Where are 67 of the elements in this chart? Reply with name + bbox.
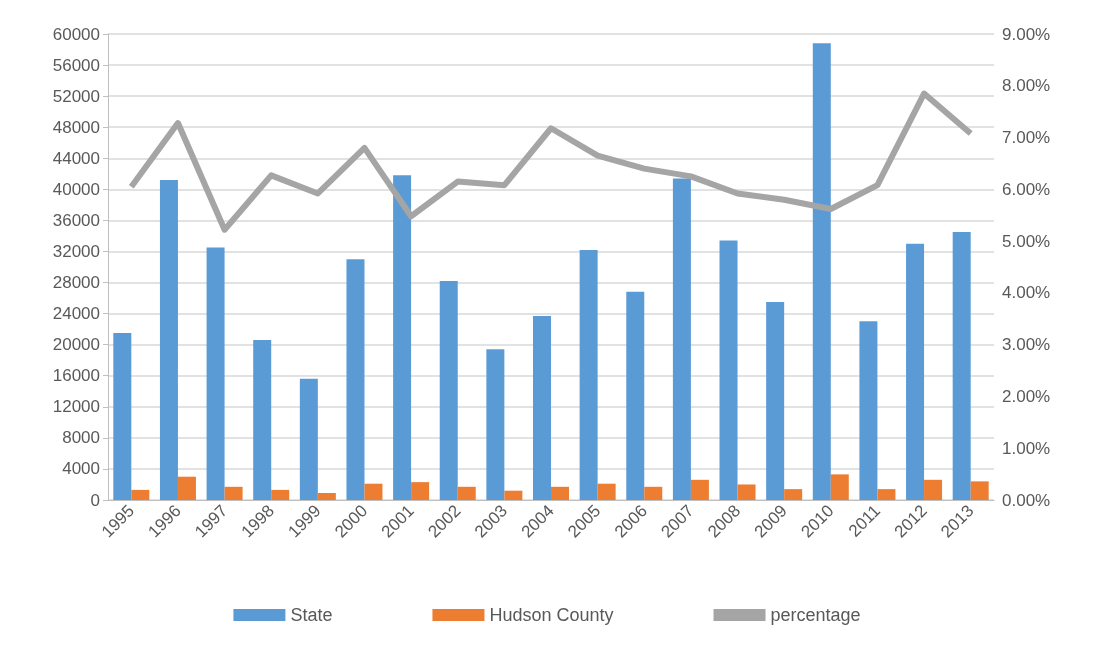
bar (224, 486, 243, 500)
bar (457, 486, 476, 500)
bar (439, 280, 458, 500)
bar (533, 315, 551, 500)
bar (177, 476, 196, 500)
bar (317, 493, 336, 500)
y2-tick-label: 6.00% (1002, 179, 1051, 199)
y-tick-label: 16000 (52, 366, 100, 386)
bar (830, 474, 849, 500)
bar (504, 490, 523, 500)
y-tick-label: 28000 (52, 273, 100, 293)
y-tick-label: 24000 (52, 304, 100, 324)
bar (690, 479, 709, 500)
bar (737, 484, 756, 500)
bar (644, 486, 663, 500)
y-tick-label: 56000 (52, 55, 100, 75)
bar (784, 489, 803, 500)
y2-tick-label: 8.00% (1002, 76, 1051, 96)
y-tick-label: 4000 (62, 459, 100, 479)
bar (486, 349, 505, 500)
y-tick-label: 52000 (52, 86, 100, 106)
bar (672, 178, 691, 500)
y-tick-label: 12000 (52, 397, 100, 417)
bar (877, 489, 896, 500)
y2-tick-label: 0.00% (1002, 490, 1051, 510)
bar (159, 180, 178, 500)
bar (970, 481, 989, 500)
bar (346, 259, 365, 500)
y2-tick-label: 9.00% (1002, 24, 1051, 44)
bar (131, 489, 150, 500)
y2-tick-label: 1.00% (1002, 438, 1051, 458)
bar (924, 479, 943, 500)
y-tick-label: 40000 (52, 179, 100, 199)
y2-tick-label: 4.00% (1002, 283, 1051, 303)
bar (411, 482, 430, 500)
bar (271, 489, 290, 500)
y-tick-label: 48000 (52, 117, 100, 137)
bar (551, 486, 569, 500)
bar (597, 483, 616, 500)
bar (113, 333, 132, 500)
y-tick-label: 20000 (52, 335, 100, 355)
bar (206, 247, 225, 500)
bar (812, 43, 831, 500)
legend-label: Hudson County (489, 605, 614, 625)
bar (906, 243, 925, 500)
bar (766, 301, 785, 500)
y2-tick-label: 3.00% (1002, 335, 1051, 355)
y-tick-label: 44000 (52, 148, 100, 168)
bar (952, 232, 971, 500)
bar (364, 483, 383, 500)
y-tick-label: 8000 (62, 428, 100, 448)
y-tick-label: 32000 (52, 241, 100, 261)
legend-label: State (290, 605, 333, 625)
bar (719, 240, 738, 500)
y2-tick-label: 7.00% (1002, 128, 1051, 148)
bar (859, 321, 878, 500)
y-tick-label: 0 (90, 490, 100, 510)
y2-tick-label: 5.00% (1002, 231, 1051, 251)
bar (393, 175, 412, 500)
legend-label: percentage (770, 605, 861, 625)
bar (299, 378, 318, 500)
bar (253, 340, 272, 500)
y-tick-label: 36000 (52, 210, 100, 230)
bar (626, 291, 645, 500)
y2-tick-label: 2.00% (1002, 386, 1051, 406)
bar (579, 249, 598, 500)
y-tick-label: 60000 (52, 24, 100, 44)
